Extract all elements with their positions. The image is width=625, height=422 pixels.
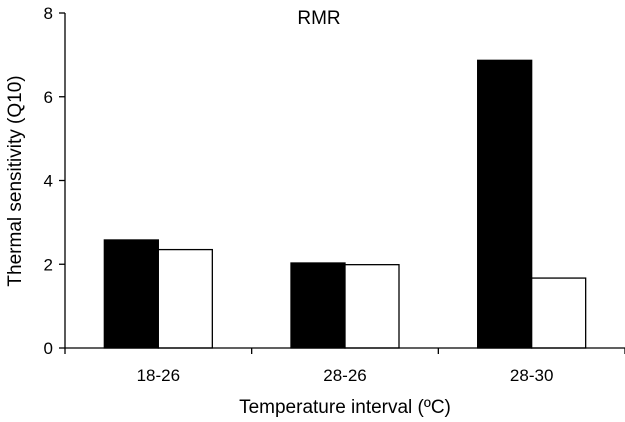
bar-28-30-series-2 <box>531 277 587 349</box>
bar-28-26-series-1 <box>290 262 346 349</box>
y-tick-label: 2 <box>44 255 53 274</box>
y-axis-title: Thermal sensitivity (Q10) <box>5 75 26 286</box>
x-category-label: 28-30 <box>510 366 553 385</box>
x-axis-title: Temperature interval (ºC) <box>239 397 451 418</box>
chart-title: RMR <box>297 8 340 29</box>
y-tick-label: 6 <box>44 88 53 107</box>
bar-28-26-series-2 <box>344 264 400 349</box>
y-tick-label: 8 <box>44 4 53 23</box>
x-ticks-group: 18-26 28-26 28-30 <box>64 348 625 385</box>
bars-group <box>103 59 587 349</box>
x-category-label: 28-26 <box>323 366 366 385</box>
x-category-label: 18-26 <box>137 366 180 385</box>
y-tick-label: 0 <box>44 339 53 358</box>
bar-18-26-series-2 <box>157 248 213 349</box>
bar-18-26-series-1 <box>103 239 159 349</box>
y-ticks-group: 0 2 4 6 8 <box>44 4 65 358</box>
bar-28-30-series-1 <box>477 59 533 349</box>
y-tick-label: 4 <box>44 172 53 191</box>
